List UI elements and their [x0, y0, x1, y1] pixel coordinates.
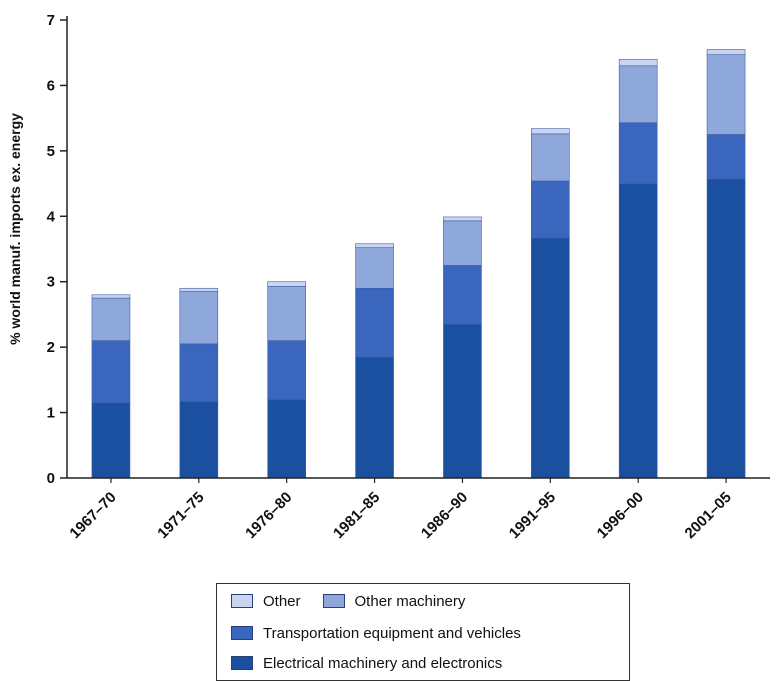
bar-segment [531, 180, 570, 239]
y-tick-label: 7 [47, 12, 55, 29]
legend-row: Other Other machinery [231, 590, 487, 612]
bar-segment [706, 49, 746, 55]
bar-segment [706, 54, 746, 135]
bar-segment [355, 243, 394, 248]
x-axis: 1967–70 1971–75 1976–80 1981–85 1986–90 1991–… [66, 477, 770, 542]
bar-segment [267, 399, 306, 479]
bar-segment [531, 133, 570, 182]
legend-label-transportation: Transportation equipment and vehicles [263, 624, 521, 642]
legend-swatch-other [231, 594, 253, 608]
bar-segment [618, 183, 658, 479]
legend-item-other-machinery: Other machinery [322, 592, 466, 610]
bars [91, 49, 746, 479]
bar-segment [618, 58, 658, 67]
x-tick-label: 1981–85 [330, 489, 383, 542]
x-tick-label: 1976–80 [242, 489, 295, 542]
bar-segment [706, 134, 746, 180]
legend-swatch-transportation [231, 626, 253, 640]
legend-item-electrical: Electrical machinery and electronics [231, 655, 502, 672]
y-tick-label: 3 [47, 274, 55, 291]
y-tick-label: 6 [47, 77, 55, 94]
legend-label-electrical: Electrical machinery and electronics [263, 654, 503, 672]
x-tick-label: 1986–90 [418, 489, 471, 542]
legend-swatch-electrical [231, 656, 253, 670]
bar-segment [179, 343, 219, 402]
bar-segment [531, 128, 570, 135]
y-axis: 0 1 2 3 4 5 6 7 [47, 12, 68, 487]
bar-segment [618, 65, 658, 124]
bar-segment [706, 178, 746, 479]
bar-segment [531, 237, 570, 479]
x-tick-label: 2001–05 [682, 489, 735, 542]
legend-item-transportation: Transportation equipment and vehicles [231, 625, 521, 642]
chart-legend: Other Other machinery Transportation equ… [216, 583, 630, 681]
bar-segment [618, 122, 658, 184]
x-tick-label: 1971–75 [154, 489, 207, 542]
legend-row: Electrical machinery and electronics [231, 652, 524, 674]
legend-label-other-machinery: Other machinery [354, 592, 466, 610]
x-tick-label: 1991–95 [506, 489, 559, 542]
bar-segment [355, 247, 394, 289]
bar-segment [91, 340, 131, 404]
bar-segment [91, 402, 131, 479]
y-axis-label: % world manuf. imports ex. energy [7, 113, 23, 345]
legend-swatch-other-machinery [322, 594, 345, 608]
y-tick-label: 0 [47, 470, 55, 487]
stacked-bar-chart: 0 1 2 3 4 5 6 7 1967–70 1971–75 1976–80 1981–85 198… [7, 12, 770, 542]
bar-segment [443, 265, 482, 325]
legend-item-other: Other [231, 593, 301, 610]
bar-segment [91, 294, 131, 299]
bar-segment [443, 220, 482, 266]
bar-segment [91, 297, 131, 341]
x-tick-label: 1967–70 [66, 489, 119, 542]
x-tick-label: 1996–00 [594, 489, 647, 542]
bar-segment [267, 281, 306, 287]
bar-segment [355, 287, 394, 358]
legend-row: Transportation equipment and vehicles [231, 622, 543, 644]
legend-label-other: Other [263, 592, 301, 610]
y-tick-label: 4 [47, 208, 56, 225]
bar-segment [179, 401, 219, 479]
bar-segment [179, 291, 219, 345]
bar-segment [267, 285, 306, 341]
bar-segment [179, 287, 219, 292]
y-tick-label: 5 [47, 143, 55, 160]
bar-segment [355, 356, 394, 479]
bar-segment [443, 323, 482, 479]
bar-segment [267, 340, 306, 400]
y-tick-label: 2 [47, 339, 55, 356]
y-tick-label: 1 [47, 405, 55, 422]
bar-segment [443, 216, 482, 222]
